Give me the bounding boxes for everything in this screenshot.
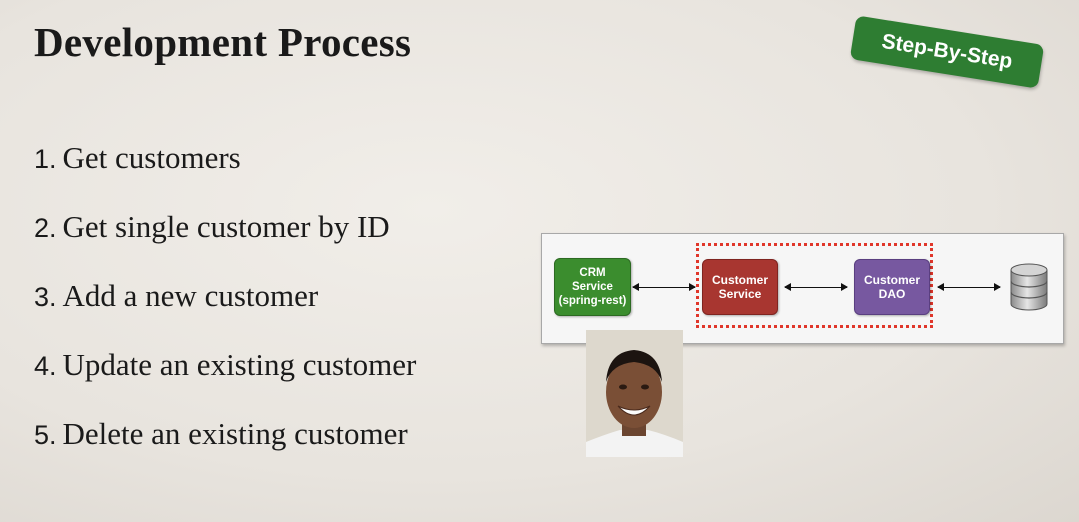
arrow-service-dao — [784, 283, 848, 291]
crm-line-3: (spring-rest) — [558, 295, 627, 307]
list-item: 4. Update an existing customer — [34, 347, 416, 416]
crm-line-2: Service — [572, 281, 613, 293]
step-label: Get customers — [62, 140, 241, 175]
list-item: 1. Get customers — [34, 140, 416, 209]
step-label: Get single customer by ID — [62, 209, 390, 244]
customer-service-box: Customer Service — [702, 259, 778, 315]
architecture-diagram: CRM Service (spring-rest) Customer Servi… — [541, 233, 1064, 344]
service-line-1: Customer — [711, 273, 768, 287]
list-item: 2. Get single customer by ID — [34, 209, 416, 278]
arrow-dao-database — [937, 283, 1001, 291]
step-label: Delete an existing customer — [62, 416, 408, 451]
list-item: 5. Delete an existing customer — [34, 416, 416, 485]
step-label: Update an existing customer — [62, 347, 417, 382]
list-item: 3. Add a new customer — [34, 278, 416, 347]
presenter-photo — [586, 330, 683, 457]
step-number: 2. — [34, 213, 57, 243]
service-line-2: Service — [718, 287, 762, 301]
steps-list: 1. Get customers 2. Get single customer … — [34, 140, 416, 485]
arrow-crm-service — [632, 283, 696, 291]
step-number: 4. — [34, 351, 57, 381]
step-number: 1. — [34, 144, 57, 174]
step-by-step-badge: Step-By-Step — [849, 15, 1045, 89]
crm-line-1: CRM — [579, 267, 606, 279]
page-title: Development Process — [34, 19, 412, 65]
step-number: 5. — [34, 420, 57, 450]
step-number: 3. — [34, 282, 57, 312]
step-label: Add a new customer — [62, 278, 319, 313]
database-icon — [1010, 263, 1048, 311]
dao-line-1: Customer — [863, 273, 920, 287]
customer-dao-box: Customer DAO — [854, 259, 930, 315]
dao-line-2: DAO — [878, 287, 906, 301]
highlight-border — [696, 243, 933, 328]
crm-service-box: CRM Service (spring-rest) — [554, 258, 631, 316]
